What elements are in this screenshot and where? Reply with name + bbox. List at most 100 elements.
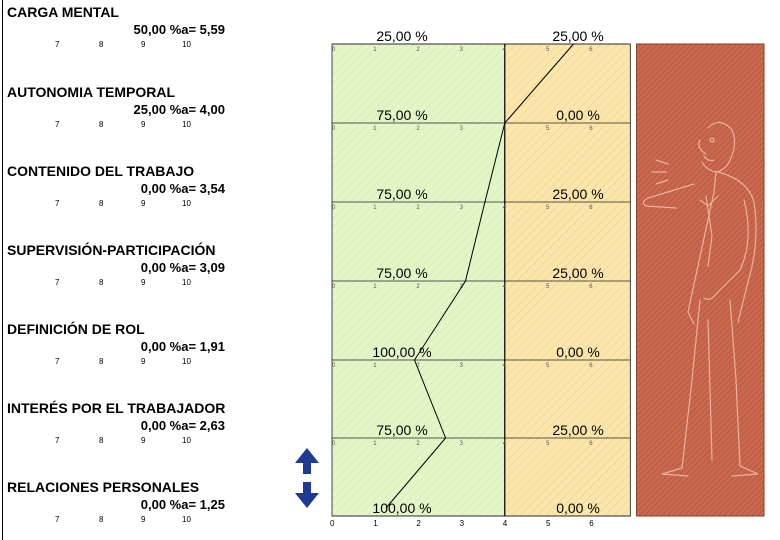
x-tick-label: 4 [503,519,508,528]
x-tick-label: 3 [460,519,465,528]
x-tick-label: 0 [330,519,335,528]
left-tick: 8 [99,357,104,366]
row-tick-label: 6 [589,47,593,53]
left-tick: 10 [182,515,191,524]
row-tick-label: 6 [589,441,593,447]
left-tick: 7 [55,40,60,49]
factor-value: 0,00 %a= 2,63 [140,418,225,433]
left-tick: 10 [182,199,191,208]
yellow-percent-label: 25,00 % [552,28,603,44]
yellow-percent-label: 0,00 % [556,344,600,360]
row-tick-label: 2 [416,126,420,132]
factor-value: 0,00 %a= 3,54 [140,181,225,196]
left-tick: 9 [141,357,146,366]
left-border-line [2,0,3,540]
x-tick-label: 2 [416,519,421,528]
row-tick-label: 1 [373,441,377,447]
row-tick-label: 5 [546,441,550,447]
left-tick: 9 [141,199,146,208]
x-tick-label: 1 [373,519,378,528]
left-tick: 8 [99,40,104,49]
left-tick: 7 [55,515,60,524]
yellow-percent-label: 25,00 % [552,186,603,202]
row-tick-label: 4 [503,441,507,447]
row-tick-label: 3 [460,363,464,369]
left-tick: 9 [141,515,146,524]
x-tick-label: 5 [546,519,551,528]
x-tick-label: 6 [589,519,594,528]
row-tick-label: 0 [332,205,336,211]
row-tick-label: 0 [332,363,336,369]
row-tick-label: 1 [373,126,377,132]
factor-title: SUPERVISIÓN-PARTICIPACIÓN [7,242,216,258]
factor-value: 25,00 %a= 4,00 [133,102,225,117]
row-tick-label: 6 [589,363,593,369]
row-tick-label: 5 [546,47,550,53]
green-percent-label: 75,00 % [376,422,427,438]
row-tick-label: 1 [373,47,377,53]
row-tick-label: 5 [546,363,550,369]
yellow-percent-label: 25,00 % [552,265,603,281]
left-tick: 10 [182,357,191,366]
factor-value: 50,00 %a= 5,59 [133,22,225,37]
left-tick: 7 [55,436,60,445]
row-tick-label: 4 [503,205,507,211]
green-percent-label: 75,00 % [376,107,427,123]
row-tick-label: 3 [460,47,464,53]
left-tick: 10 [182,436,191,445]
row-tick-label: 5 [546,126,550,132]
updown-arrow-icon[interactable] [292,446,322,510]
left-tick: 9 [141,278,146,287]
green-percent-label: 75,00 % [376,265,427,281]
row-tick-label: 2 [416,441,420,447]
row-tick-label: 3 [460,205,464,211]
left-tick: 8 [99,120,104,129]
left-tick: 9 [141,120,146,129]
row-tick-label: 4 [503,284,507,290]
row-tick-label: 4 [503,47,507,53]
yellow-percent-label: 25,00 % [552,422,603,438]
yellow-percent-label: 0,00 % [556,107,600,123]
factor-title: RELACIONES PERSONALES [7,479,200,495]
row-tick-label: 6 [589,205,593,211]
factor-title: DEFINICIÓN DE ROL [7,321,145,337]
row-tick-label: 3 [460,126,464,132]
left-tick: 10 [182,278,191,287]
green-percent-label: 100,00 % [372,500,431,516]
row-tick-label: 3 [460,441,464,447]
green-percent-label: 75,00 % [376,186,427,202]
row-tick-label: 2 [416,363,420,369]
row-tick-label: 5 [546,284,550,290]
row-tick-label: 5 [546,205,550,211]
left-tick: 10 [182,40,191,49]
row-tick-label: 2 [416,284,420,290]
row-tick-label: 1 [373,363,377,369]
left-tick: 7 [55,199,60,208]
profile-line [385,43,574,509]
left-tick: 7 [55,357,60,366]
left-tick: 8 [99,278,104,287]
left-tick: 8 [99,515,104,524]
left-tick: 9 [141,40,146,49]
left-tick: 7 [55,278,60,287]
row-tick-label: 0 [332,126,336,132]
yellow-percent-label: 0,00 % [556,500,600,516]
zone-red-hatch [636,43,765,517]
factor-value: 0,00 %a= 1,91 [140,339,225,354]
factor-value: 0,00 %a= 3,09 [140,260,225,275]
factor-title: CONTENIDO DEL TRABAJO [7,163,195,179]
left-tick: 10 [182,120,191,129]
row-tick-label: 4 [503,126,507,132]
factor-title: CARGA MENTAL [7,4,119,20]
left-tick: 7 [55,120,60,129]
row-tick-label: 6 [589,284,593,290]
row-tick-label: 0 [332,47,336,53]
shouting-man-icon [642,121,759,477]
left-tick: 9 [141,436,146,445]
green-percent-label: 25,00 % [376,28,427,44]
row-tick-label: 2 [416,205,420,211]
row-tick-label: 1 [373,205,377,211]
row-tick-label: 4 [503,363,507,369]
factor-title: AUTONOMIA TEMPORAL [7,84,175,100]
